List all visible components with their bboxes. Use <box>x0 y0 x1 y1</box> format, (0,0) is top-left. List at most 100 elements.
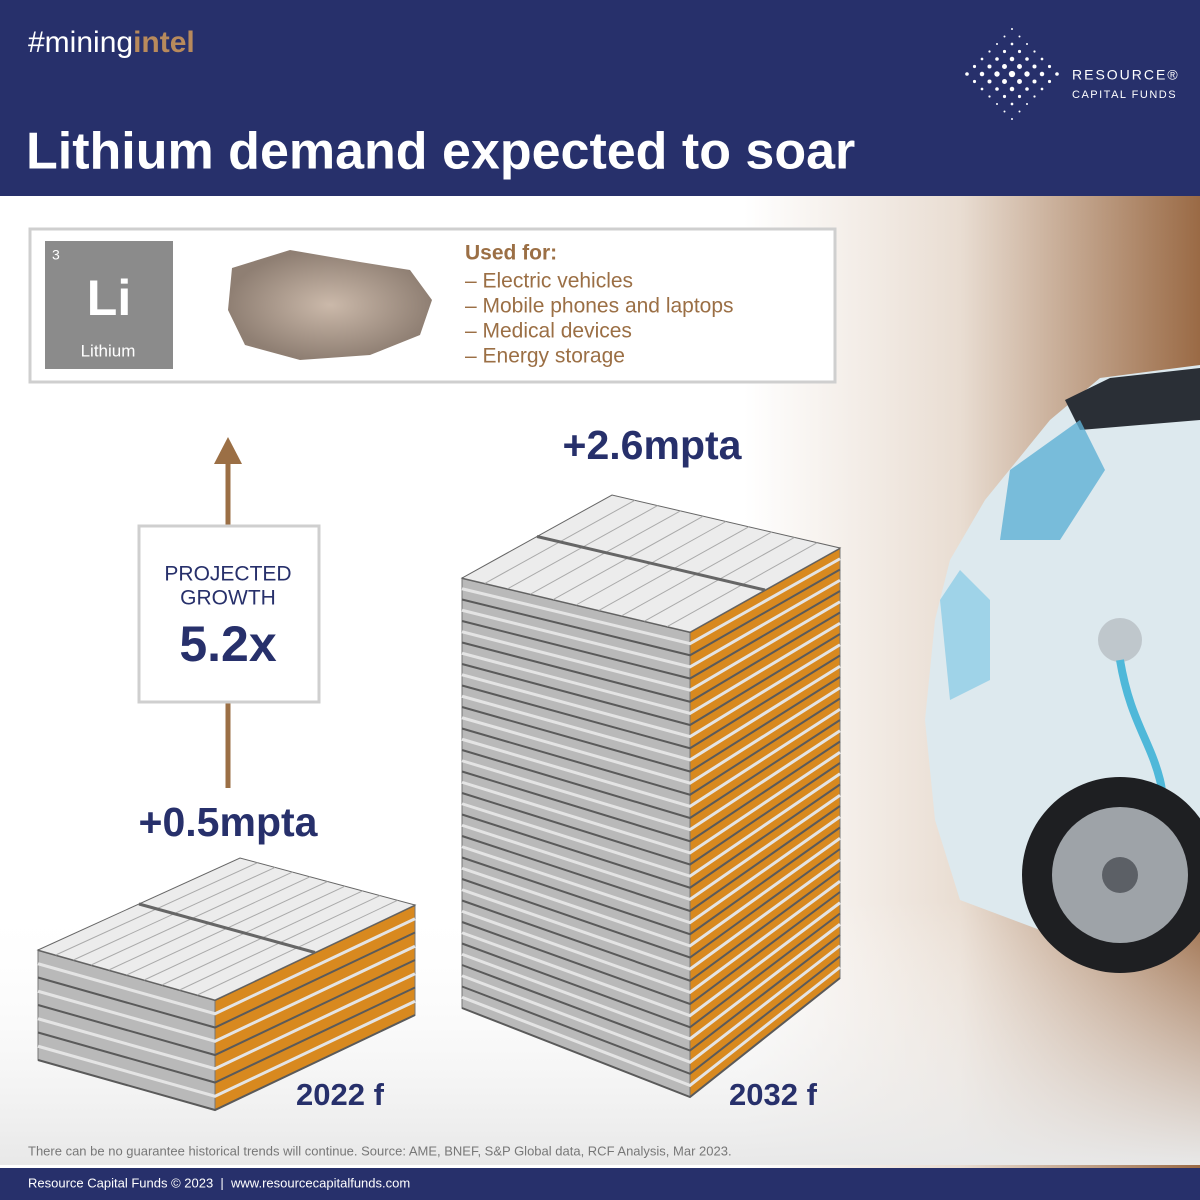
stack-layer <box>37 972 416 1071</box>
logo-dot <box>1011 118 1013 120</box>
stack-layer <box>461 590 841 680</box>
logo-dot <box>995 57 999 61</box>
use-item: – Medical devices <box>465 320 632 343</box>
stack-layer <box>461 901 841 1018</box>
stack-layer <box>37 959 416 1057</box>
stack-layer <box>461 654 841 750</box>
logo-dot <box>1018 110 1021 113</box>
stack-year: 2022 f <box>296 1077 385 1112</box>
logo-dot <box>1017 49 1022 54</box>
stack-layer <box>461 891 841 1006</box>
title: Lithium demand expected to soar <box>26 123 855 181</box>
stack-layer <box>37 1014 416 1112</box>
cell-line <box>138 902 316 954</box>
logo-dot <box>1002 94 1007 99</box>
stack-layer <box>461 664 841 762</box>
logo-dot <box>987 64 992 69</box>
logo-mark <box>965 28 1059 120</box>
cell-line <box>536 535 766 592</box>
logo-dot <box>1002 49 1007 54</box>
element-name: Lithium <box>81 341 136 360</box>
stack-layer <box>461 686 841 785</box>
logo-dot <box>996 43 998 45</box>
logo-dot <box>1003 35 1006 38</box>
logo-dot <box>1017 94 1022 99</box>
logo-dot <box>1010 42 1014 46</box>
stack-layer <box>461 837 841 948</box>
logo-dot <box>972 64 977 69</box>
logo-dot <box>996 103 998 105</box>
hashtag-prefix: #mining <box>28 26 133 59</box>
logo-dot <box>1033 95 1036 98</box>
arrow-head <box>214 437 242 464</box>
footer-credit: Resource Capital Funds © 2023 | www.reso… <box>28 1175 410 1190</box>
logo-dot <box>1033 50 1036 53</box>
logo-dot <box>1040 87 1044 91</box>
stack-layer <box>461 751 841 855</box>
stack-layer <box>461 557 841 646</box>
use-item: – Energy storage <box>465 345 625 368</box>
header-bar <box>0 0 1200 196</box>
stack-layer <box>37 999 416 1098</box>
logo-dot <box>1025 57 1029 61</box>
logo-dot <box>980 87 984 91</box>
stack-layer <box>461 772 841 878</box>
logo-dot <box>988 50 991 53</box>
growth-label: GROWTH <box>180 587 276 610</box>
logo-dot <box>1018 35 1021 38</box>
growth-value: 5.2x <box>179 616 277 672</box>
stack-layer <box>461 923 841 1041</box>
stack-layer <box>461 621 841 715</box>
logo-dot <box>1047 64 1052 69</box>
stack-layer <box>461 633 841 727</box>
stack-layer <box>461 826 841 936</box>
stack-layer <box>461 794 841 902</box>
uses-heading: Used for: <box>465 242 557 265</box>
stack-layer <box>461 729 841 832</box>
logo-dot <box>1017 64 1022 69</box>
stack-layer <box>461 568 841 657</box>
atomic-number: 3 <box>52 247 60 263</box>
logo-dot <box>988 95 991 98</box>
logo-dot <box>965 72 969 76</box>
car <box>925 365 1200 973</box>
stack-layer <box>461 611 841 703</box>
hashtag-suffix: intel <box>133 26 195 59</box>
stack-label: +2.6mpta <box>563 422 743 468</box>
logo-dot <box>979 71 985 77</box>
logo-dot <box>1003 110 1006 113</box>
battery-stacks <box>36 494 842 1112</box>
logo-dot <box>1047 79 1052 84</box>
logo-dot <box>1040 57 1044 61</box>
stack-layer <box>461 805 841 913</box>
stack-layer <box>461 719 841 820</box>
logo-dot <box>1026 43 1028 45</box>
stack-layer <box>461 697 841 796</box>
stack-layer <box>461 783 841 889</box>
disclaimer: There can be no guarantee historical tre… <box>28 1143 732 1158</box>
stack-layer <box>461 934 841 1052</box>
logo-dot <box>1009 86 1015 92</box>
logo-dot <box>1024 71 1030 77</box>
stack-layer <box>461 955 841 1075</box>
uses-list: – Electric vehicles– Mobile phones and l… <box>465 270 734 368</box>
rock <box>228 250 432 360</box>
stack-label: +0.5mpta <box>139 799 319 845</box>
logo-dot <box>1009 56 1015 62</box>
logo-dot <box>972 79 977 84</box>
stack-layer <box>461 944 841 1064</box>
element-symbol: Li <box>87 270 131 326</box>
stack-layer <box>461 643 841 739</box>
logo-dot <box>1025 87 1029 91</box>
use-item: – Electric vehicles <box>465 270 633 293</box>
logo-dot <box>1039 71 1045 77</box>
stack-layer <box>461 762 841 866</box>
logo-dot <box>1017 79 1022 84</box>
stack-layer <box>461 676 841 773</box>
stack-layer <box>461 740 841 843</box>
logo-dot <box>1002 79 1007 84</box>
stack-layer <box>461 815 841 925</box>
logo-dot <box>1026 103 1028 105</box>
stack-layer <box>37 986 416 1084</box>
